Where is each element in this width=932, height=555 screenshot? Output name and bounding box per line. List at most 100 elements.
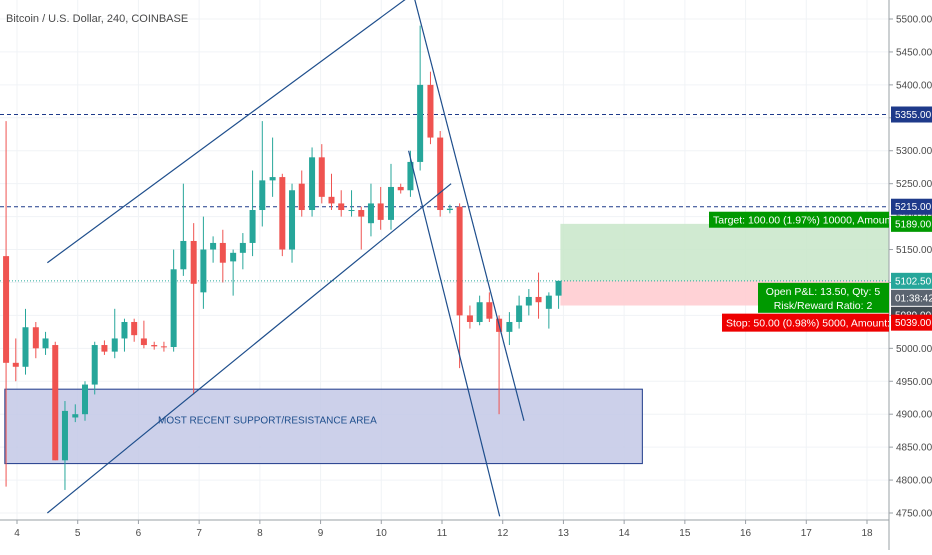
candle-body [516,305,523,322]
pnl-line1: Open P&L: 13.50, Qty: 5 [766,286,881,298]
trend-line [46,183,452,514]
candle [61,401,68,490]
candle [210,236,217,263]
candle [42,331,49,355]
x-tick-label: 10 [376,528,388,539]
candle [466,305,473,329]
candle [309,147,316,217]
y-tick-label: 5000.00 [896,344,932,355]
candle-body [91,345,98,385]
candle [140,320,147,349]
candle-body [131,321,138,336]
candle [427,71,434,145]
candle [200,216,207,309]
candle [377,186,384,230]
target-label-box [709,211,889,228]
candle [486,292,493,322]
candle-body [279,177,286,250]
price-tag-entry-text: 5102.50 [895,276,932,287]
candle-body [82,384,88,415]
candle [388,163,394,230]
target-zone [560,223,889,281]
pnl-box [758,282,889,313]
candle-body [298,183,305,211]
price-tag-5355-text: 5355.00 [895,110,932,121]
x-tick-label: 11 [437,528,448,539]
candle [367,183,374,237]
candle-body [338,203,345,211]
x-tick-label: 6 [136,528,142,539]
x-tick-label: 5 [75,528,81,539]
price-tag-entry [891,272,932,289]
x-tick-label: 9 [318,528,324,539]
candle [358,206,365,250]
candle-body [269,177,276,181]
candle-body [239,242,246,253]
candle [160,341,167,352]
price-tag-target-text: 5189.00 [895,219,932,230]
candle-body [427,84,434,138]
y-tick-label: 4850.00 [896,443,932,454]
candle-body [506,321,513,332]
candle [535,272,542,319]
trend-line [47,0,406,264]
candle-body [210,242,217,250]
x-tick-label: 4 [14,528,20,539]
countdown-tag [891,289,932,306]
candle [417,25,424,171]
candle [298,170,305,217]
y-tick-label: 4900.00 [896,410,932,421]
candle [219,229,226,283]
candle-body [397,186,404,191]
candle [230,249,237,296]
candle [506,312,513,346]
y-tick-label: 5250.00 [896,179,932,190]
candle [190,223,197,395]
candle [516,295,523,329]
candle [328,173,335,211]
candle [259,121,266,227]
chart-title: Bitcoin / U.S. Dollar, 240, COINBASE [6,13,188,25]
candle-body [101,345,108,352]
price-tag-5355 [891,106,932,123]
x-tick-label: 15 [679,528,691,539]
candle-body [151,345,158,347]
candle-body [289,190,296,250]
candle-body [249,210,256,243]
candle-body [446,208,453,211]
candle-body [525,296,532,306]
candle [269,137,276,197]
candle-body [111,338,118,352]
candle-body [388,186,394,220]
candle-body [486,302,493,319]
x-tick-label: 8 [257,528,263,539]
candle [456,203,463,369]
trend-line [414,0,525,421]
candle-body [456,206,463,316]
price-tag-stop-text: 5039.00 [895,318,932,329]
candle-body [545,295,552,309]
x-tick-label: 16 [740,528,752,539]
candle [289,183,296,263]
y-tick-label: 4800.00 [896,476,932,487]
candle-body [437,137,444,211]
y-tick-label: 5500.00 [896,15,932,26]
candle [397,183,404,194]
candle-body [358,210,365,217]
candle [446,204,453,214]
candle [82,381,88,421]
zone-label: MOST RECENT SUPPORT/RESISTANCE AREA [158,415,377,426]
candle [555,280,562,309]
candle-body [318,157,325,197]
y-tick-label: 4950.00 [896,377,932,388]
candle [91,341,98,395]
candle [121,318,128,352]
candle [22,308,29,375]
y-tick-label: 5300.00 [896,146,932,157]
stop-label-text: Stop: 50.00 (0.98%) 5000, Amount: 10 [726,318,905,330]
candle [279,173,286,257]
candle [348,190,355,217]
price-tag-5215-text: 5215.00 [895,202,932,213]
x-tick-label: 14 [619,528,631,539]
